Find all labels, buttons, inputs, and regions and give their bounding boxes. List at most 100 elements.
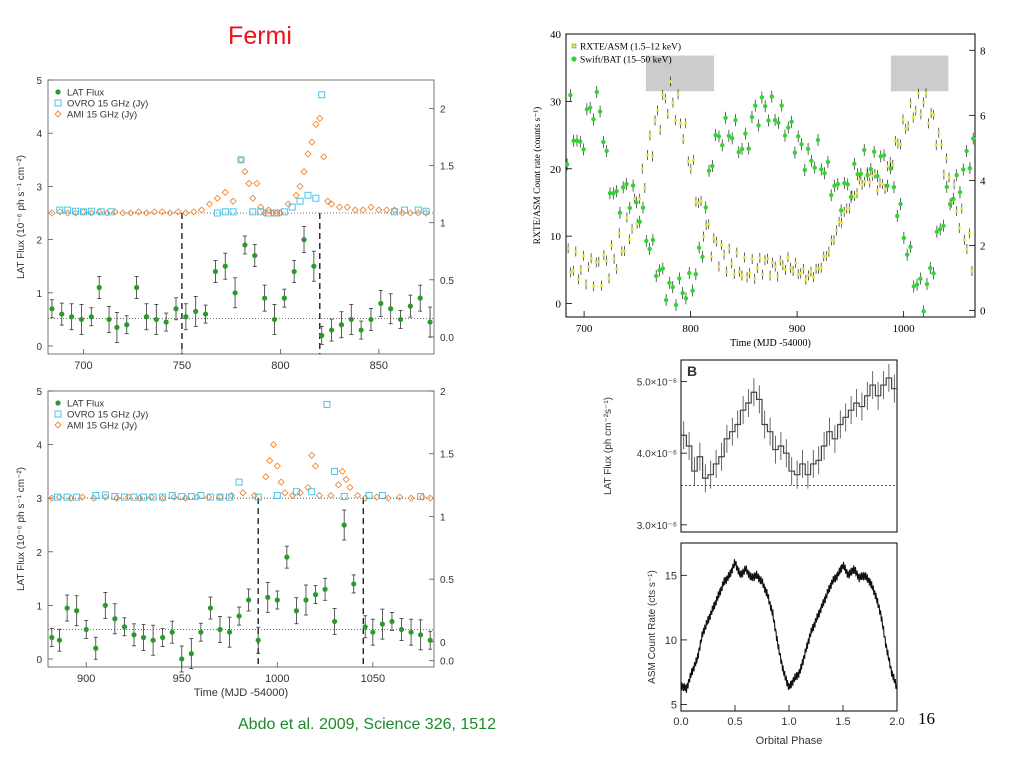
rxte-swift-asm-point [643,186,647,190]
lat-bottom-ovro-point [273,492,281,499]
lat-bottom-lat-point [389,618,395,625]
rxte-swift-bat-point [786,125,791,130]
rxte-swift-asm-point [674,118,677,122]
lat-top-ami-point [312,120,320,128]
lat-bottom-ami-point [273,462,281,470]
rxte-swift-asm-point [702,235,706,238]
lat-top-ami-point [119,209,127,217]
lat-top-legend-ovro-label: OVRO 15 GHz (Jy) [67,99,148,110]
rxte-swift-asm-point [929,111,933,115]
lat-top-lat-point [281,295,287,301]
rxte-swift-bat-point [568,92,573,98]
lat-bottom-ami-point [181,494,190,502]
lat-top-ami-point [245,179,253,188]
lat-top-ovro-point [64,206,72,214]
rxte-swift-asm-point [753,277,757,281]
slide-title: Fermi [228,22,292,50]
lat-top-lat-point [242,242,248,248]
lat-bottom-ami-point [55,493,64,501]
lat-bottom-ami-point [239,489,247,497]
phase-asm-xtick-label: 0.5 [727,716,742,728]
rxte-swift-asm-point [891,163,895,167]
rxte-swift-asm-point [896,142,900,146]
rxte-swift-bat-point [683,296,689,301]
rxte-swift-bat-point [789,119,794,124]
lat-top-lat-point [96,284,102,291]
rxte-swift-asm-point [620,249,624,253]
lat-top-ami-point [221,188,229,196]
phase-asm-xtick-label: 0.0 [673,716,688,728]
rxte-swift-bat-point [908,244,913,250]
lat-top-ami-point [324,197,332,205]
lat-bottom-lat-point [160,634,166,641]
lat-bottom-lat-point [140,634,147,641]
lat-top-ami-point [134,208,143,216]
lat-top-ami-point [249,194,257,202]
lat-top-ami-point [292,191,300,199]
phase-asm-ytick-label: 15 [665,570,677,582]
rxte-swift-asm-point [584,283,588,286]
rxte-swift-bat-point [888,166,893,171]
rxte-swift-bat-point [581,147,586,152]
lat-bottom-ami-point [296,489,304,497]
phase-asm-ytick-label: 10 [665,635,677,647]
rxte-swift-bat-point [819,167,824,172]
rxte-swift-asm-point [587,265,590,269]
rxte-swift-asm-point [817,267,821,271]
rxte-swift-asm-point [960,207,964,210]
lat-bottom-lat-point [236,613,242,619]
lat-top-lat-point [407,303,413,309]
rxte-swift-asm-point [712,236,716,240]
lat-bottom-ovro-point [63,493,71,501]
rxte-swift-bat-point [597,109,603,114]
rxte-swift-asm-point [919,112,923,116]
lat-top-chart: 0 1 2 3 4 5 700 750 800 850 0.0 0.5 1 1.5 2 LAT Flux (1… [16,76,454,372]
rxte-swift-bat-point [878,154,883,159]
lat-bottom-xtick-label: 1050 [361,673,385,685]
lat-bottom-lat-point [265,594,271,600]
rxte-swift-asm-point [922,100,925,104]
rxte-swift-bat-point [680,290,685,296]
rxte-swift-asm-point [801,267,805,271]
rxte-swift-asm-point [942,173,946,176]
rxte-swift-bat-point [885,183,890,189]
rxte-swift-asm-point [927,122,930,125]
rxte-swift-bat-point [620,185,626,190]
lat-top-lat-point [114,324,120,330]
rxte-swift-asm-point [748,271,752,275]
lat-top-ovro-point [257,208,265,216]
rxte-swift-asm-point [653,119,657,122]
rxte-swift-bat-point [617,210,623,216]
rxte-swift-bat-point [726,133,732,139]
lat-bottom-ami-point [250,491,259,500]
rxte-swift-asm-point [965,247,969,251]
lat-bottom-ovro-point [149,493,157,501]
lat-top-y2tick-label: 1 [440,219,446,230]
rxte-swift-bat-point [812,165,817,170]
rxte-swift-bat-point [835,181,841,187]
rxte-swift-bat-point [934,229,940,235]
rxte-swift-asm-point [651,154,654,158]
rxte-swift-asm-point [768,274,772,277]
lat-top-ami-point [304,150,312,158]
phase-lat-ytick-label: 3.0×10⁻⁶ [637,521,677,532]
lat-top-y2tick-label: 2 [440,105,446,116]
lat-top-ovro-point [401,206,408,214]
lat-bottom-ovro-point [226,493,233,501]
lat-bottom-ami-point [308,451,316,459]
lat-bottom-ami-point [193,493,201,501]
rxte-swift-bat-point [630,183,636,188]
rxte-swift-asm-point [727,247,731,250]
lat-top-ovro-point [318,91,326,99]
rxte-swift-asm-point [730,262,734,265]
rxte-swift-asm-point [853,194,856,198]
lat-bottom-ami-point [78,493,87,501]
lat-top-frame [47,79,435,355]
rxte-swift-bat-point [647,246,652,252]
lat-top-ami-point [166,209,174,217]
lat-bottom-lat-point [274,597,280,603]
rxte-swift-asm-point [605,259,608,263]
lat-bottom-ovro-point [178,493,186,501]
lat-bottom-ovro-point [378,492,386,499]
